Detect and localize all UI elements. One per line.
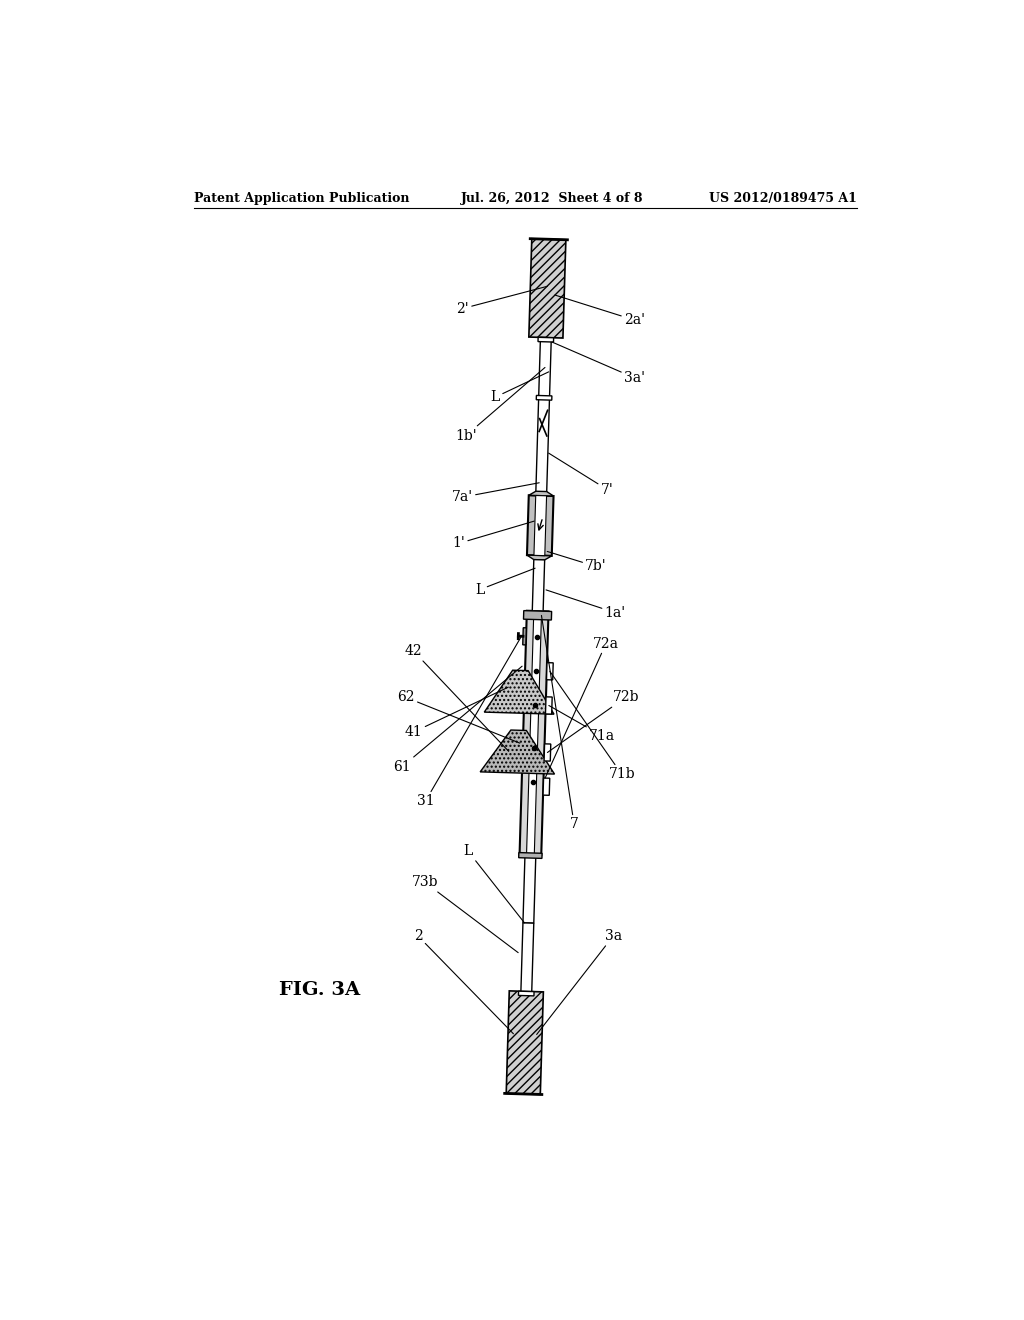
Polygon shape bbox=[547, 663, 553, 680]
Text: 3a: 3a bbox=[537, 929, 622, 1035]
Text: 42: 42 bbox=[404, 644, 509, 751]
Text: 3a': 3a' bbox=[552, 342, 645, 385]
Text: 2: 2 bbox=[414, 929, 513, 1034]
Polygon shape bbox=[528, 239, 566, 338]
Polygon shape bbox=[543, 777, 550, 796]
Polygon shape bbox=[519, 611, 549, 855]
Polygon shape bbox=[534, 495, 547, 556]
Polygon shape bbox=[527, 556, 552, 560]
Polygon shape bbox=[536, 397, 550, 496]
Text: 2a': 2a' bbox=[555, 296, 645, 327]
Text: L: L bbox=[475, 568, 536, 597]
Text: 1b': 1b' bbox=[455, 367, 545, 442]
Polygon shape bbox=[484, 671, 554, 714]
Polygon shape bbox=[506, 991, 544, 1094]
Text: 73b: 73b bbox=[412, 875, 518, 953]
Polygon shape bbox=[523, 854, 536, 923]
Text: 7': 7' bbox=[549, 453, 613, 496]
Polygon shape bbox=[523, 611, 552, 620]
Polygon shape bbox=[539, 338, 551, 397]
Polygon shape bbox=[532, 560, 545, 611]
Polygon shape bbox=[480, 730, 555, 774]
Text: 72a: 72a bbox=[545, 636, 618, 777]
Text: 1a': 1a' bbox=[546, 590, 626, 619]
Text: 7a': 7a' bbox=[452, 483, 540, 504]
Polygon shape bbox=[527, 495, 554, 556]
Polygon shape bbox=[522, 628, 526, 645]
Polygon shape bbox=[526, 611, 542, 855]
Text: FIG. 3A: FIG. 3A bbox=[280, 981, 360, 999]
Polygon shape bbox=[521, 923, 534, 991]
Text: Jul. 26, 2012  Sheet 4 of 8: Jul. 26, 2012 Sheet 4 of 8 bbox=[461, 191, 644, 205]
Text: 7b': 7b' bbox=[547, 552, 607, 573]
Text: 2': 2' bbox=[457, 286, 548, 315]
Text: 61: 61 bbox=[393, 667, 522, 774]
Polygon shape bbox=[546, 697, 552, 714]
Polygon shape bbox=[519, 853, 542, 858]
Text: Patent Application Publication: Patent Application Publication bbox=[194, 191, 410, 205]
Text: 62: 62 bbox=[397, 690, 520, 743]
Text: US 2012/0189475 A1: US 2012/0189475 A1 bbox=[709, 191, 856, 205]
Text: 41: 41 bbox=[404, 688, 508, 739]
Polygon shape bbox=[528, 491, 554, 496]
Text: 1': 1' bbox=[453, 521, 535, 550]
Text: 71b: 71b bbox=[550, 672, 635, 781]
Text: 72b: 72b bbox=[548, 690, 639, 752]
Text: 31: 31 bbox=[417, 636, 521, 808]
Text: L: L bbox=[490, 372, 549, 404]
Polygon shape bbox=[518, 991, 535, 995]
Polygon shape bbox=[538, 338, 554, 342]
Polygon shape bbox=[544, 744, 551, 762]
Text: L: L bbox=[464, 845, 524, 923]
Text: 71a: 71a bbox=[549, 705, 615, 743]
Polygon shape bbox=[537, 396, 552, 400]
Text: 7: 7 bbox=[542, 615, 579, 832]
